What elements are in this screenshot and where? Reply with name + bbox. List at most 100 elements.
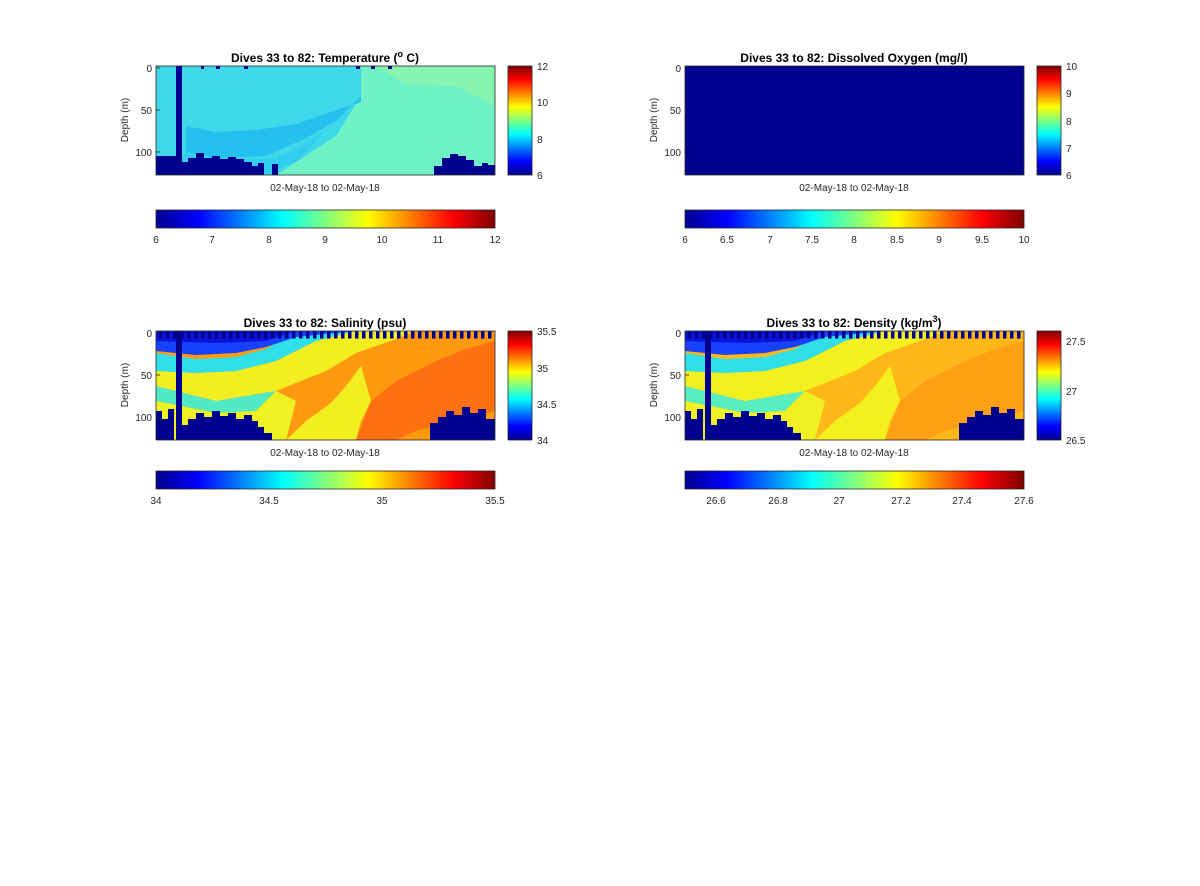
missing-data-cell [425,331,429,339]
missing-data-cell [919,331,923,339]
ytick-label: 50 [670,106,682,117]
hbar-tick-label: 12 [489,235,501,246]
missing-data-column [705,331,711,440]
missing-data-cell [723,331,727,339]
vertical-colorbar: 12 10 8 6 [507,62,549,182]
missing-data-cell [870,331,874,339]
heatmap-band-mid [186,96,361,158]
missing-data-cell [341,331,345,339]
y-axis-label: Depth (m) [120,98,131,142]
panel-title: Dives 33 to 82: Temperature (o C) [231,49,419,65]
missing-data-cell [1003,331,1007,339]
panel-salinity: Dives 33 to 82: Salinity (psu) 0 50 100 … [120,316,557,507]
horizontal-colorbar: 6 6.5 7 7.5 8 8.5 9 9.5 10 [682,209,1030,246]
missing-data-cell [418,331,422,339]
hbar-tick-label: 10 [376,235,388,246]
missing-data-cell [842,331,846,339]
missing-data-cell [215,331,219,339]
horizontal-colorbar-gradient [155,209,496,229]
ytick-label: 100 [664,413,681,424]
heatmap-plot [684,65,1025,176]
missing-data-cell [250,331,254,339]
missing-data-cell [856,331,860,339]
colorbar-tick-label: 34 [537,436,549,447]
y-axis-label: Depth (m) [120,363,131,407]
missing-data-cell [933,331,937,339]
missing-data-cell [709,331,713,339]
hbar-tick-label: 6.5 [720,235,734,246]
missing-data-cell [744,331,748,339]
missing-data-cell [905,331,909,339]
missing-data-cell [849,331,853,339]
hbar-tick-label: 27.4 [952,496,972,507]
axes-box [155,65,496,176]
title-superscript: o [398,49,404,59]
missing-data-cell [688,331,692,339]
hbar-tick-label: 6 [682,235,688,246]
ytick-label: 0 [146,329,152,340]
panel-title: Dives 33 to 82: Salinity (psu) [244,316,407,330]
missing-data-cell [947,331,951,339]
missing-data-cell [695,331,699,339]
colorbar-tick-label: 35 [537,364,549,375]
hbar-tick-label: 34.5 [259,496,279,507]
heatmap-surface-darkblue [685,331,825,343]
heatmap-band-yellow [685,331,945,440]
colorbar-tick-label: 10 [537,98,549,109]
missing-data-bottom-left [156,153,278,175]
missing-data-cell [807,331,811,339]
missing-data-cell [1010,331,1014,339]
colorbar-tick-label: 26.5 [1066,436,1086,447]
missing-data-cell [800,331,804,339]
hbar-tick-label: 7 [209,235,215,246]
missing-data-cell [159,331,163,339]
missing-data-cell [975,331,979,339]
ytick-label: 100 [664,148,681,159]
hbar-tick-label: 27.2 [891,496,911,507]
missing-data-cell [439,331,443,339]
missing-data-cell [208,331,212,339]
vertical-colorbar: 35.5 35 34.5 34 [507,327,557,447]
hbar-tick-label: 6 [153,235,159,246]
missing-data-column [176,66,182,175]
missing-data-bottom-right [430,407,495,440]
ytick-label: 50 [141,106,153,117]
x-axis-label: 02-May-18 to 02-May-18 [799,183,909,194]
missing-data-cell [884,331,888,339]
missing-data-cell [863,331,867,339]
heatmap-field [685,66,1024,175]
missing-data-cell [982,331,986,339]
panel-temperature: Dives 33 to 82: Temperature (o C) 0 50 1… [120,49,549,246]
missing-data-cell [320,331,324,339]
colorbar-tick-label: 8 [1066,117,1072,128]
y-axis-label: Depth (m) [649,363,660,407]
missing-data-cell [299,331,303,339]
ytick-label: 0 [675,64,681,75]
missing-data-cell [702,331,706,339]
missing-data-bottom-left [156,409,272,440]
hbar-tick-label: 26.8 [768,496,788,507]
missing-data-cell [376,331,380,339]
missing-data-cell [432,331,436,339]
missing-data-cell [369,331,373,339]
missing-data-cell [236,331,240,339]
missing-data-cell [758,331,762,339]
axes-box [684,330,1025,441]
missing-data-cell [306,331,310,339]
missing-data-cell [772,331,776,339]
missing-data-cell [891,331,895,339]
title-superscript: 3 [933,314,938,324]
missing-data-cell [961,331,965,339]
ytick-label: 0 [146,64,152,75]
missing-data-cell [737,331,741,339]
horizontal-colorbar-gradient [684,209,1025,229]
missing-data-cell [292,331,296,339]
missing-data-cell [730,331,734,339]
missing-data-cell [453,331,457,339]
missing-data-cell [474,331,478,339]
missing-data-cell [912,331,916,339]
surface-comb [688,331,1021,339]
missing-data-cell [278,331,282,339]
title-suffix: ) [938,316,942,330]
surface-comb [159,331,492,339]
